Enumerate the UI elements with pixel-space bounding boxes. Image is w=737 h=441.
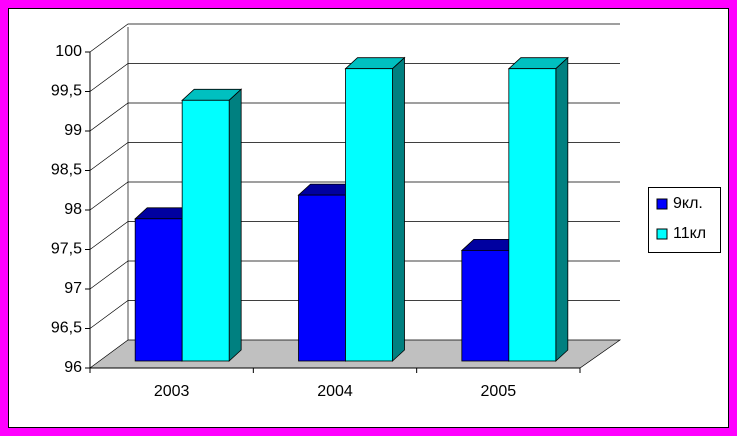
y-tick-label: 100 bbox=[55, 43, 82, 60]
y-tick-label: 97,5 bbox=[51, 241, 82, 258]
bar bbox=[134, 218, 183, 362]
x-tick-label: 2003 bbox=[154, 383, 190, 400]
legend-swatch bbox=[656, 198, 668, 210]
grid-line bbox=[89, 260, 620, 290]
x-tick-label: 2005 bbox=[481, 383, 517, 400]
legend bbox=[648, 187, 721, 253]
grid-line bbox=[89, 142, 620, 171]
y-tick-label: 99,5 bbox=[51, 83, 82, 100]
grid-line bbox=[89, 181, 620, 211]
y-tick-label: 98 bbox=[64, 201, 82, 218]
grid-line bbox=[89, 23, 620, 53]
bar-side bbox=[555, 56, 569, 362]
legend-label: 11кл bbox=[673, 225, 706, 242]
bar bbox=[298, 194, 346, 362]
grid-line bbox=[89, 63, 620, 92]
grid-line bbox=[89, 300, 620, 329]
y-tick-label: 97 bbox=[64, 280, 82, 297]
grid-line bbox=[89, 221, 620, 250]
grid-line bbox=[89, 102, 620, 132]
bar bbox=[345, 68, 393, 362]
bar bbox=[508, 68, 557, 362]
y-tick-label: 96 bbox=[64, 359, 82, 376]
y-tick-label: 96,5 bbox=[51, 320, 82, 337]
legend-swatch bbox=[656, 228, 668, 240]
y-tick-label: 99 bbox=[64, 122, 82, 139]
bar-side bbox=[228, 88, 242, 362]
bar-side bbox=[392, 56, 405, 362]
x-tick-label: 2004 bbox=[317, 383, 353, 400]
y-tick-label: 98,5 bbox=[51, 162, 82, 179]
bar bbox=[461, 249, 510, 362]
legend-label: 9кл. bbox=[673, 195, 703, 212]
bar bbox=[181, 99, 230, 362]
